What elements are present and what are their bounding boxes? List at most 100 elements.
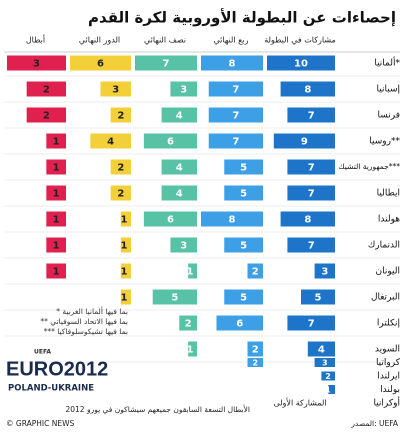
country-label: البرتغال	[371, 293, 400, 303]
value-label: 4	[176, 163, 183, 174]
value-label: 5	[315, 293, 322, 304]
bar	[46, 185, 66, 201]
value-label: 3	[33, 59, 40, 70]
value-label: 3	[322, 359, 328, 368]
value-label: 2	[252, 345, 259, 356]
bar	[110, 159, 131, 175]
column-header: ربع النهائي	[214, 36, 249, 45]
bar	[287, 315, 335, 331]
value-label: 1	[121, 293, 128, 304]
footnote: ** بما فيها الاتحاد السوفياتي	[40, 317, 128, 326]
value-label: 4	[107, 137, 114, 148]
bar	[70, 55, 131, 71]
value-label: 5	[240, 163, 247, 174]
bar	[287, 185, 335, 201]
country-label: إنكلترا	[377, 319, 400, 329]
value-label: 5	[240, 189, 247, 200]
country-label: كرواتيا	[376, 358, 401, 368]
value-label: 1	[121, 267, 128, 278]
bar	[224, 289, 263, 305]
value-label: 7	[163, 59, 170, 70]
column-header: نصف النهائي	[144, 36, 186, 45]
country-label: السويد	[375, 345, 400, 355]
value-label: 3	[321, 267, 328, 278]
value-label: 8	[304, 215, 311, 226]
bar	[287, 237, 335, 253]
bar	[287, 159, 335, 175]
bar	[280, 81, 335, 97]
country-label: جمهورية التشيك***	[338, 162, 400, 171]
value-label: 8	[229, 215, 236, 226]
bar	[188, 263, 197, 279]
value-label: 3	[180, 85, 187, 96]
bar	[208, 133, 263, 149]
bar	[161, 185, 197, 201]
bar	[224, 185, 263, 201]
value-label: 8	[229, 59, 236, 70]
title: إحصاءات عن البطولة الأوروبية لكرة القدم	[88, 9, 396, 27]
value-label: 7	[308, 163, 315, 174]
value-label: 7	[308, 111, 315, 122]
bar	[287, 107, 335, 123]
bar	[280, 211, 335, 227]
bar	[120, 263, 131, 279]
bar	[143, 133, 197, 149]
country-label: إسبانيا	[377, 85, 400, 95]
bar	[120, 289, 131, 305]
bar	[247, 341, 263, 357]
value-label: 2	[325, 372, 331, 381]
bar	[135, 55, 197, 71]
value-label: 3	[180, 241, 187, 252]
value-label: 2	[185, 319, 192, 330]
value-label: 9	[301, 137, 308, 148]
bar	[170, 237, 197, 253]
country-label: ايطاليا	[377, 189, 400, 199]
bar	[208, 107, 263, 123]
value-label: 6	[167, 137, 174, 148]
country-label: ألمانيا*	[374, 57, 400, 69]
country-label: أوكرانيا	[373, 397, 400, 409]
value-label: 1	[53, 163, 60, 174]
value-label: 1	[121, 215, 128, 226]
value-label: 1	[187, 345, 194, 356]
bar	[314, 263, 335, 279]
bar	[143, 211, 197, 227]
bar	[216, 315, 263, 331]
value-label: 2	[252, 359, 258, 368]
value-label: 1	[121, 241, 128, 252]
value-label: 7	[232, 111, 239, 122]
country-label: اليونان	[376, 267, 400, 277]
footnote: *** بما فيها تشيكوسلوفاكيا	[44, 327, 128, 336]
credit: © GRAPHIC NEWS	[6, 419, 74, 428]
bar	[161, 107, 197, 123]
value-label: 1	[53, 267, 60, 278]
bar	[224, 159, 263, 175]
value-label: 7	[308, 241, 315, 252]
value-label: 5	[171, 293, 178, 304]
logo-name: EURO2012	[6, 358, 108, 380]
country-label: روسيا**	[369, 137, 400, 147]
bar	[301, 289, 335, 305]
column-header: مشاركات في البطولة	[264, 36, 336, 45]
value-label: 4	[176, 189, 183, 200]
bar	[201, 211, 263, 227]
bar	[110, 107, 131, 123]
country-label: بولندا	[380, 385, 400, 395]
bar	[188, 341, 197, 357]
column-header: أبطال	[26, 35, 45, 45]
bar	[100, 81, 131, 97]
bar	[314, 358, 335, 367]
value-label: 8	[304, 85, 311, 96]
value-label: 2	[43, 111, 50, 122]
value-label: 5	[240, 241, 247, 252]
value-label: 7	[232, 85, 239, 96]
country-label: فرنسا	[377, 111, 400, 121]
bar	[201, 55, 263, 71]
value-label: 2	[252, 267, 259, 278]
bar	[247, 358, 263, 367]
value-label: 6	[236, 319, 243, 330]
value-label: 7	[232, 137, 239, 148]
bar	[26, 81, 67, 97]
value-label: 1	[53, 241, 60, 252]
